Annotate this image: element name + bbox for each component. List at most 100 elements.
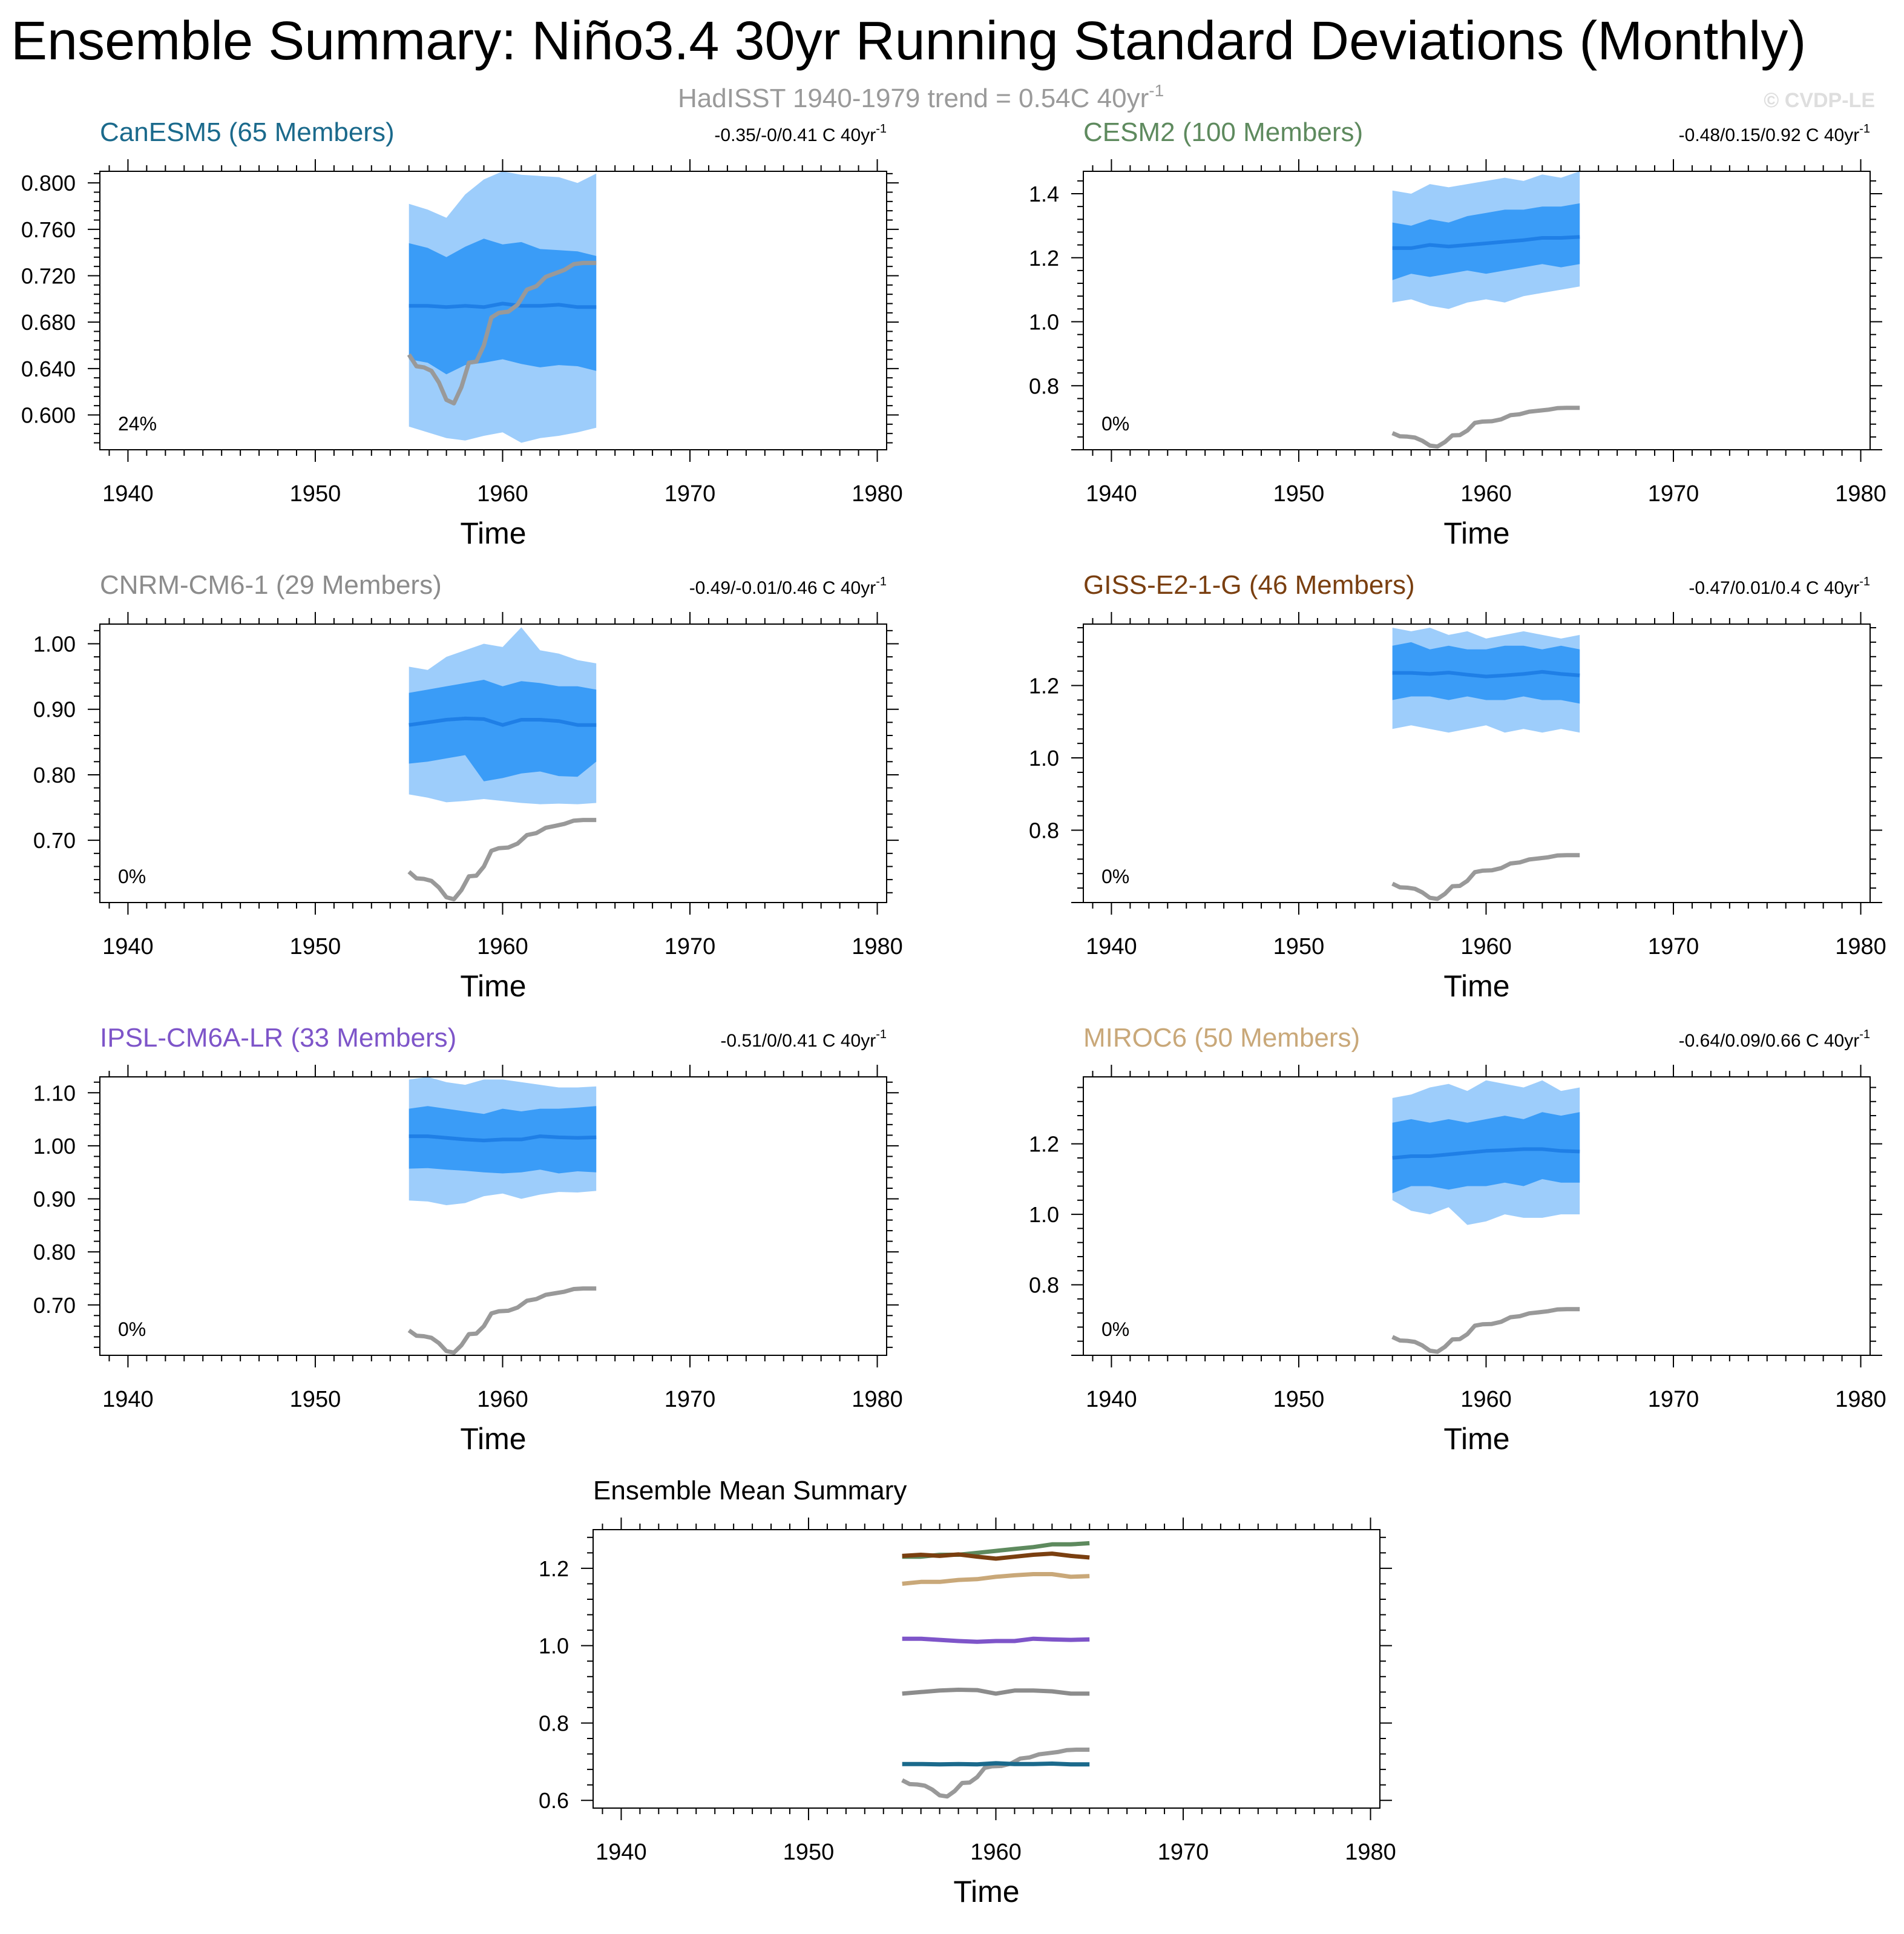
x-tick-label: 1970 [1158, 1840, 1209, 1865]
trend-range-label: -0.35/-0/0.41 C 40yr-1 [714, 122, 887, 145]
y-tick-label: 0.90 [33, 697, 76, 722]
y-tick-label: 0.70 [33, 1293, 76, 1318]
y-tick-label: 0.600 [21, 403, 76, 428]
plot-area-cesm2 [1391, 171, 1580, 449]
percent-label: 0% [1101, 413, 1129, 435]
x-axis-label: Time [460, 516, 526, 550]
y-tick-label: 0.6 [539, 1788, 569, 1813]
x-tick-label: 1940 [1086, 934, 1137, 959]
x-tick-label: 1940 [102, 1387, 154, 1412]
trend-range-main: -0.64/0.09/0.66 C 40yr [1679, 1031, 1860, 1051]
plot-frame [99, 1076, 887, 1356]
trend-range-main: -0.48/0.15/0.92 C 40yr [1679, 125, 1860, 145]
plot-frame [593, 1529, 1380, 1809]
x-axis-label: Time [953, 1875, 1019, 1909]
x-tick-label: 1950 [290, 1387, 341, 1412]
y-tick-label: 1.0 [1029, 310, 1059, 335]
x-tick-label: 1980 [852, 481, 903, 507]
series-line-miroc6 [902, 1572, 1090, 1586]
plot-area-canesm5 [407, 171, 597, 443]
trend-range-main: -0.35/-0/0.41 C 40yr [714, 125, 876, 145]
y-tick-label: 0.8 [1029, 818, 1059, 843]
percent-label: 0% [1101, 866, 1129, 887]
figure-subtitle: HadISST 1940-1979 trend = 0.54C 40yr-1 [678, 81, 1164, 113]
figure-title: Ensemble Summary: Niño3.4 30yr Running S… [11, 11, 1806, 71]
trend-range-label: -0.47/0.01/0.4 C 40yr-1 [1689, 575, 1870, 598]
plot-frame [1083, 171, 1871, 450]
subtitle-main: HadISST 1940-1979 trend = 0.54C 40yr [678, 84, 1149, 113]
x-tick-label: 1970 [1648, 934, 1699, 959]
obs-hadisst-line [1391, 853, 1580, 901]
x-tick-label: 1940 [1086, 481, 1137, 507]
y-tick-label: 0.80 [33, 763, 76, 788]
x-axis-label: Time [1443, 516, 1509, 550]
ensemble-mean-line [409, 1134, 597, 1143]
series-line-cnrm-cm6-1 [902, 1688, 1090, 1696]
obs-hadisst-line [901, 1748, 1090, 1799]
plot-frame [1083, 623, 1871, 903]
panel-miroc6: 1940 1950 1960 1970 1980 Time 0.8 1.0 1.2 MIROC6 … [1029, 1023, 1886, 1456]
subtitle-superscript: -1 [1149, 81, 1164, 100]
plot-area-cnrm [407, 627, 597, 902]
obs-hadisst-line [407, 1286, 597, 1355]
panel-summary: 1940 1950 1960 1970 1980 Time 0.6 0.8 1.0 1.2 Ense… [539, 1476, 1396, 1909]
y-tick-label: 0.8 [539, 1711, 569, 1735]
x-tick-label: 1950 [1273, 1387, 1325, 1412]
panel-ipsl: 1940 1950 1960 1970 1980 Time 0.70 0.80 0.90 1.00… [33, 1023, 903, 1456]
inner-spread-band [409, 238, 597, 375]
y-tick-label: 1.2 [1029, 246, 1059, 271]
panel-cnrm: 1940 1950 1960 1970 1980 Time 0.70 0.80 0.90 1.00… [33, 570, 903, 1003]
x-tick-label: 1940 [102, 481, 154, 507]
percent-label: 0% [118, 866, 146, 887]
watermark: © CVDP-LE [1764, 89, 1875, 112]
trend-range-superscript: -1 [876, 575, 887, 588]
panel-title: CESM2 (100 Members) [1083, 117, 1363, 147]
x-tick-label: 1960 [477, 1387, 528, 1412]
x-tick-label: 1950 [290, 934, 341, 959]
trend-range-superscript: -1 [1859, 122, 1870, 136]
panel-title: GISS-E2-1-G (46 Members) [1083, 570, 1415, 600]
x-tick-label: 1950 [1273, 481, 1325, 507]
obs-hadisst-line [407, 818, 597, 902]
x-tick-label: 1960 [477, 934, 528, 959]
trend-range-main: -0.49/-0.01/0.46 C 40yr [689, 578, 876, 598]
x-tick-label: 1980 [1835, 934, 1886, 959]
panel-title: IPSL-CM6A-LR (33 Members) [100, 1023, 456, 1053]
x-tick-label: 1940 [102, 934, 154, 959]
x-tick-label: 1970 [1648, 1387, 1699, 1412]
y-tick-label: 0.80 [33, 1240, 76, 1265]
y-tick-label: 1.00 [33, 631, 76, 656]
plot-area-miroc6 [1391, 1080, 1580, 1354]
percent-label: 24% [118, 413, 157, 435]
trend-range-superscript: -1 [1859, 1028, 1870, 1041]
trend-range-label: -0.49/-0.01/0.46 C 40yr-1 [689, 575, 887, 598]
ensemble-mean-line [1392, 669, 1580, 679]
panel-title: CNRM-CM6-1 (29 Members) [100, 570, 442, 600]
panel-cesm2: 1940 1950 1960 1970 1980 Time 0.8 1.0 1.2 1.4 CESM… [1029, 117, 1886, 550]
panel-canesm5: 1940 1950 1960 1970 1980 Time 0.600 0.640 0.680 0… [21, 117, 903, 550]
x-tick-label: 1970 [665, 1387, 716, 1412]
y-tick-label: 1.10 [33, 1080, 76, 1105]
series-line-canesm5 [902, 1761, 1090, 1767]
x-tick-label: 1980 [852, 1387, 903, 1412]
x-axis-label: Time [460, 969, 526, 1003]
y-tick-label: 0.760 [21, 217, 76, 242]
x-tick-label: 1980 [1345, 1840, 1396, 1865]
x-tick-label: 1980 [852, 934, 903, 959]
x-axis-label: Time [1443, 969, 1509, 1003]
x-tick-label: 1960 [1460, 1387, 1512, 1412]
x-tick-label: 1970 [665, 934, 716, 959]
plot-area-giss [1391, 628, 1580, 901]
y-tick-label: 1.2 [539, 1556, 569, 1581]
y-tick-label: 1.00 [33, 1134, 76, 1159]
x-tick-label: 1940 [1086, 1387, 1137, 1412]
panel-title: CanESM5 (65 Members) [100, 117, 395, 147]
trend-range-main: -0.51/0/0.41 C 40yr [720, 1031, 876, 1051]
x-tick-label: 1970 [665, 481, 716, 507]
trend-range-superscript: -1 [1859, 575, 1870, 588]
x-axis-label: Time [1443, 1422, 1509, 1456]
plot-area-ipsl [407, 1077, 597, 1355]
trend-range-superscript: -1 [876, 1028, 887, 1041]
x-tick-label: 1950 [1273, 934, 1325, 959]
